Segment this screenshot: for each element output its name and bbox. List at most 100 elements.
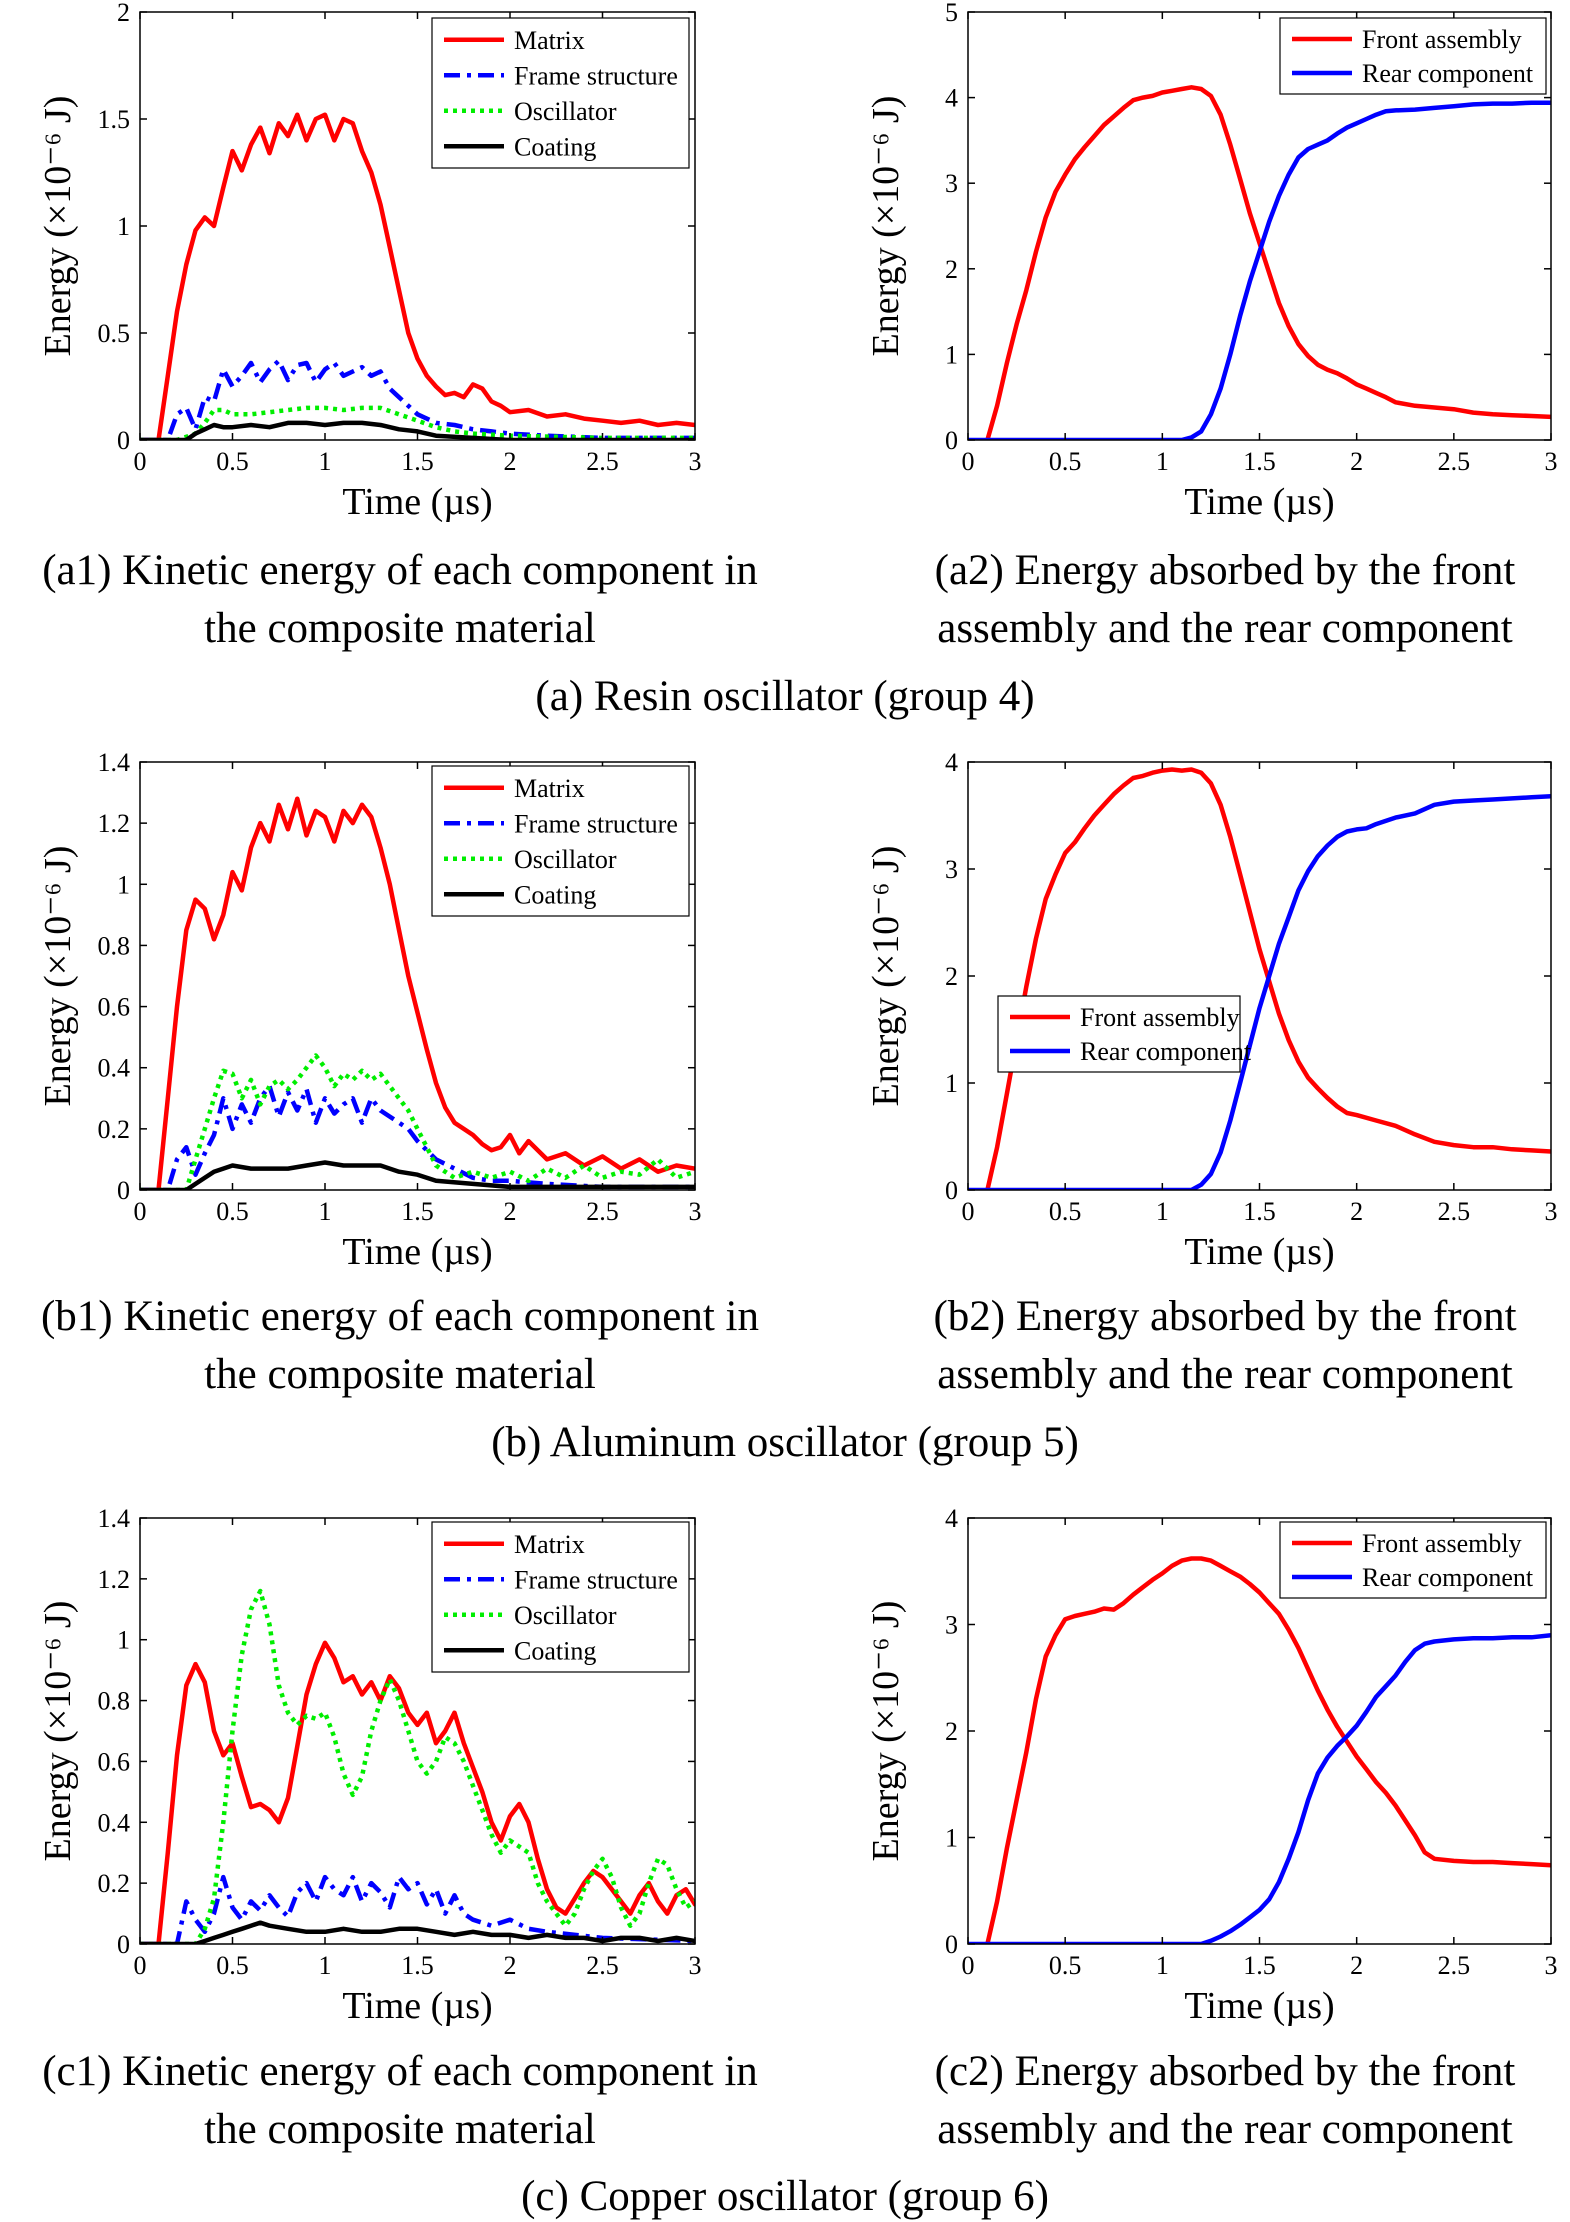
y-tick-label: 0.5 <box>98 319 131 348</box>
x-axis-label: Time (µs) <box>1184 1231 1334 1273</box>
y-tick-label: 3 <box>945 855 958 884</box>
series-line-a1-matrix <box>140 112 695 440</box>
y-axis-label: Energy (×10⁻⁶ J) <box>865 96 907 357</box>
legend-label: Front assembly <box>1080 1003 1240 1032</box>
y-tick-label: 1 <box>117 212 130 241</box>
x-tick-label: 1.5 <box>401 1951 434 1980</box>
y-axis-label: Energy (×10⁻⁶ J) <box>865 846 907 1107</box>
legend-label: Rear component <box>1080 1037 1252 1066</box>
series-line-a1-frame-structure <box>140 358 695 440</box>
legend-label: Rear component <box>1362 1563 1534 1592</box>
y-tick-label: 1.2 <box>98 1565 131 1594</box>
x-tick-label: 2.5 <box>586 1951 619 1980</box>
legend-b1: Matrix Frame structure Oscillator Coating <box>431 765 690 917</box>
y-tick-label: 3 <box>945 169 958 198</box>
caption-b2-line2: assembly and the rear component <box>937 1351 1513 1398</box>
series-line-c1-coating <box>140 1920 695 1944</box>
caption-b2-line1: (b2) Energy absorbed by the front <box>933 1293 1517 1340</box>
legend-box <box>431 1521 690 1673</box>
caption-b1: (b1) Kinetic energy of each component in… <box>0 1288 800 1404</box>
legend-box <box>997 995 1241 1073</box>
series-line-b1-frame-structure <box>140 1083 695 1190</box>
chart-a2: 0 0.5 1 1.5 2 2.5 3 0 1 2 3 4 5 Time (µs) Energy (×10⁻… <box>865 0 1558 523</box>
caption-b1-line1: (b1) Kinetic energy of each component in <box>40 1293 759 1340</box>
y-tick-label: 0.2 <box>98 1115 131 1144</box>
x-tick-label: 1.5 <box>1243 447 1276 476</box>
caption-group-a: (a) Resin oscillator (group 4) <box>535 673 1035 720</box>
caption-a2-line2: assembly and the rear component <box>937 605 1513 652</box>
legend-label: Matrix <box>514 1530 585 1559</box>
y-tick-label: 0 <box>117 1176 130 1205</box>
y-tick-label: 4 <box>945 748 958 777</box>
x-tick-label: 0 <box>962 447 975 476</box>
caption-a2: (a2) Energy absorbed by the front assemb… <box>880 542 1570 658</box>
legend-box <box>431 765 690 917</box>
legend-label: Coating <box>514 1636 596 1665</box>
x-tick-label: 0.5 <box>1049 1197 1082 1226</box>
y-tick-label: 0.4 <box>98 1054 131 1083</box>
series-line-c2-front-assembly <box>985 1556 1551 1944</box>
y-tick-label: 0 <box>945 1176 958 1205</box>
y-tick-label: 0 <box>117 426 130 455</box>
x-axis-label: Time (µs) <box>342 1985 492 2027</box>
x-tick-label: 2 <box>1350 1951 1363 1980</box>
series-line-a1-coating <box>140 420 695 440</box>
y-axis-label: Energy (×10⁻⁶ J) <box>37 1601 79 1862</box>
x-tick-label: 1 <box>1156 1197 1169 1226</box>
y-tick-label: 0.8 <box>98 1687 131 1716</box>
y-tick-label: 1.4 <box>98 748 131 777</box>
legend-label: Matrix <box>514 774 585 803</box>
legend-label: Coating <box>514 132 596 161</box>
y-tick-label: 0.8 <box>98 931 131 960</box>
y-tick-label: 4 <box>945 1504 958 1533</box>
x-tick-label: 1 <box>319 1197 332 1226</box>
y-tick-label: 2 <box>945 962 958 991</box>
legend-label: Front assembly <box>1362 1529 1522 1558</box>
legend-label: Rear component <box>1362 59 1534 88</box>
caption-a1: (a1) Kinetic energy of each component in… <box>0 542 800 658</box>
legend-box <box>431 17 690 169</box>
x-tick-label: 1 <box>1156 447 1169 476</box>
caption-a2-line1: (a2) Energy absorbed by the front <box>934 547 1516 594</box>
x-tick-label: 2 <box>1350 447 1363 476</box>
legend-label: Oscillator <box>514 97 617 126</box>
x-tick-label: 2.5 <box>586 1197 619 1226</box>
series-line-c2-rear-component <box>968 1632 1551 1944</box>
x-tick-label: 1 <box>319 1951 332 1980</box>
y-tick-label: 0 <box>117 1930 130 1959</box>
x-tick-label: 3 <box>1545 447 1558 476</box>
series-line-b2-front-assembly <box>985 767 1551 1190</box>
chart-b1: 0 0.5 1 1.5 2 2.5 3 0 0.2 0.4 0.6 0.8 1 1.2 1.4 Time (µ… <box>37 748 702 1273</box>
x-tick-label: 0.5 <box>1049 1951 1082 1980</box>
y-tick-label: 1.4 <box>98 1504 131 1533</box>
caption-a1-line2: the composite material <box>204 605 596 652</box>
legend-box <box>1279 1521 1547 1599</box>
y-tick-label: 2 <box>945 255 958 284</box>
x-tick-label: 2 <box>504 1197 517 1226</box>
legend-label: Frame structure <box>514 61 678 90</box>
x-tick-label: 3 <box>1545 1951 1558 1980</box>
x-tick-label: 3 <box>689 1951 702 1980</box>
y-tick-label: 1 <box>945 1824 958 1853</box>
y-tick-label: 1 <box>945 1069 958 1098</box>
y-tick-label: 0 <box>945 1930 958 1959</box>
chart-c2: 0 0.5 1 1.5 2 2.5 3 0 1 2 3 4 Time (µs) Energy (×10⁻⁶… <box>865 1504 1558 2027</box>
x-tick-label: 1.5 <box>1243 1951 1276 1980</box>
x-tick-label: 0 <box>962 1197 975 1226</box>
x-tick-label: 0.5 <box>216 1951 249 1980</box>
legend-c2: Front assembly Rear component <box>1279 1521 1547 1599</box>
series-line-a2-front-assembly <box>985 85 1551 440</box>
series-line-b1-matrix <box>140 796 695 1190</box>
legend-b2: Front assembly Rear component <box>997 995 1252 1073</box>
y-tick-label: 0 <box>945 426 958 455</box>
x-tick-label: 1.5 <box>401 447 434 476</box>
caption-c2-line2: assembly and the rear component <box>937 2106 1513 2153</box>
y-tick-label: 2 <box>945 1717 958 1746</box>
x-axis-label: Time (µs) <box>1184 481 1334 523</box>
legend-label: Frame structure <box>514 1565 678 1594</box>
x-tick-label: 1 <box>319 447 332 476</box>
y-axis-label: Energy (×10⁻⁶ J) <box>865 1601 907 1862</box>
caption-c1-line2: the composite material <box>204 2106 596 2153</box>
